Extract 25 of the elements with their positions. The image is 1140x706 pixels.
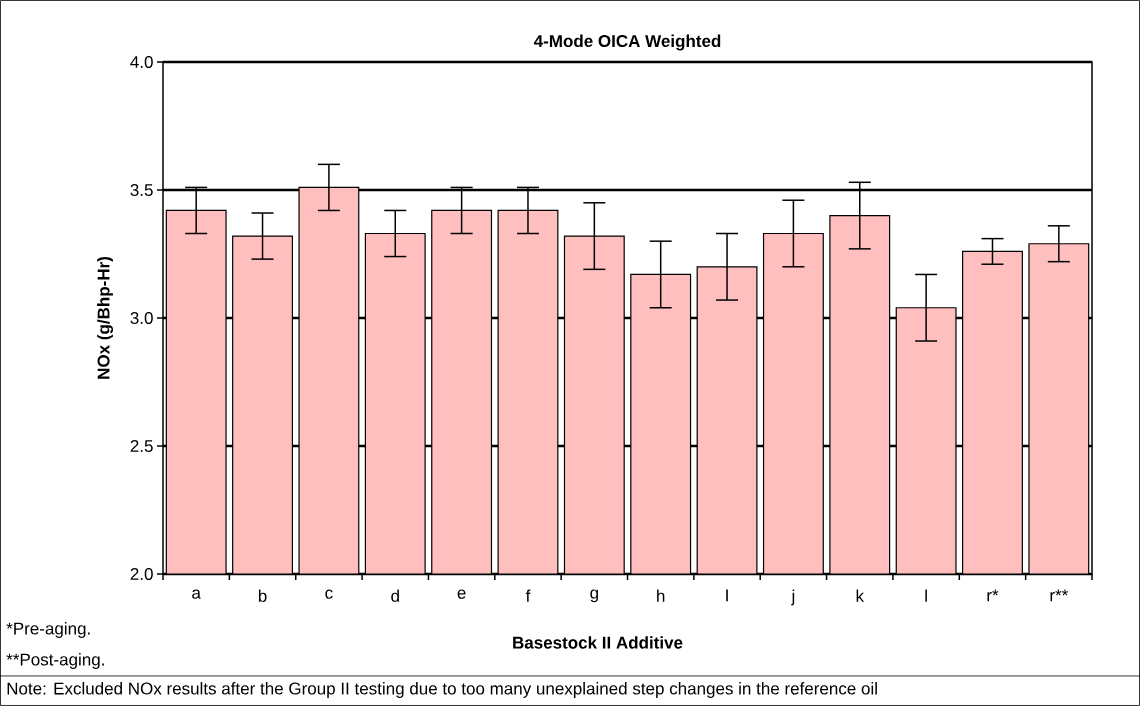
x-tick-label: r** bbox=[1050, 589, 1069, 602]
chart-title: 4-Mode OICA Weighted bbox=[533, 34, 721, 51]
x-tick-label: e bbox=[457, 589, 466, 599]
y-tick-label: 3.5 bbox=[130, 183, 153, 197]
text: **Post-aging. bbox=[6, 653, 104, 669]
y-tick-label: 2.0 bbox=[130, 567, 153, 581]
x-tick-label: k bbox=[856, 589, 865, 602]
x-tick-label: l bbox=[925, 589, 927, 602]
x-tick-label: r* bbox=[987, 589, 999, 602]
y-tick-label: 3.0 bbox=[130, 311, 153, 325]
x-tick-label: I bbox=[726, 589, 728, 602]
x-axis-title: Basestock II Additive bbox=[513, 636, 683, 649]
x-tick-label: g bbox=[590, 589, 598, 603]
x-tick-label: a bbox=[192, 589, 201, 599]
y-axis-title: NOx (g/Bhp-Hr) bbox=[97, 256, 114, 379]
x-tick-label: h bbox=[657, 589, 665, 602]
y-tick-label: 2.5 bbox=[130, 439, 153, 453]
x-tick-label: f bbox=[525, 589, 531, 602]
x-tick-label: c bbox=[325, 589, 333, 599]
text: *Pre-aging. bbox=[6, 622, 90, 638]
x-tick-label: j bbox=[791, 589, 795, 606]
x-tick-label: d bbox=[391, 589, 399, 602]
text: Note: Excluded NOx results after the Group II testing due to too many unexplained step changes in the reference oil bbox=[7, 682, 877, 698]
x-tick-label: b bbox=[258, 589, 267, 602]
y-tick-label: 4.0 bbox=[130, 55, 153, 69]
